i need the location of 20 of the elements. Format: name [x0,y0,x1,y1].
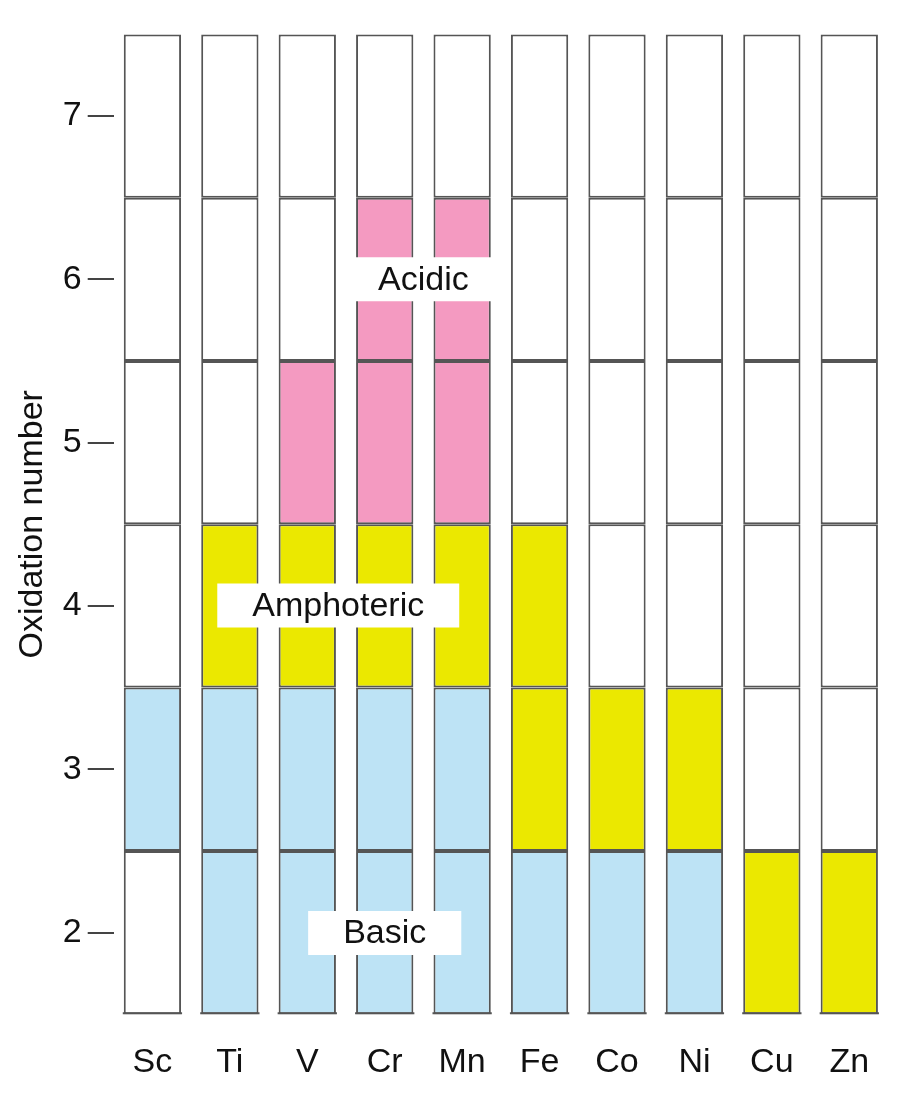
x-tick-label: Sc [132,1040,173,1079]
y-tick-label: 7 [62,94,82,133]
annotation: Acidic [378,258,469,297]
annotation: Basic [343,912,427,951]
y-tick-label: 2 [62,910,82,949]
y-axis-title: Oxidation number [10,390,49,659]
x-tick-label: V [295,1040,319,1079]
y-tick-label: 3 [62,747,82,786]
x-tick-label: Ti [216,1040,244,1079]
x-tick-label: Fe [519,1040,560,1079]
x-tick-label: Co [595,1040,639,1079]
y-tick-label: 5 [62,421,82,460]
annotation: Amphoteric [252,585,425,623]
y-tick-label: 6 [62,257,82,296]
x-tick-label: Zn [829,1040,870,1079]
x-tick-label: Mn [438,1040,486,1079]
x-tick-label: Ni [678,1040,711,1079]
y-tick-label: 4 [62,584,82,623]
x-tick-label: Cu [750,1040,794,1079]
x-tick-label: Cr [366,1040,403,1079]
